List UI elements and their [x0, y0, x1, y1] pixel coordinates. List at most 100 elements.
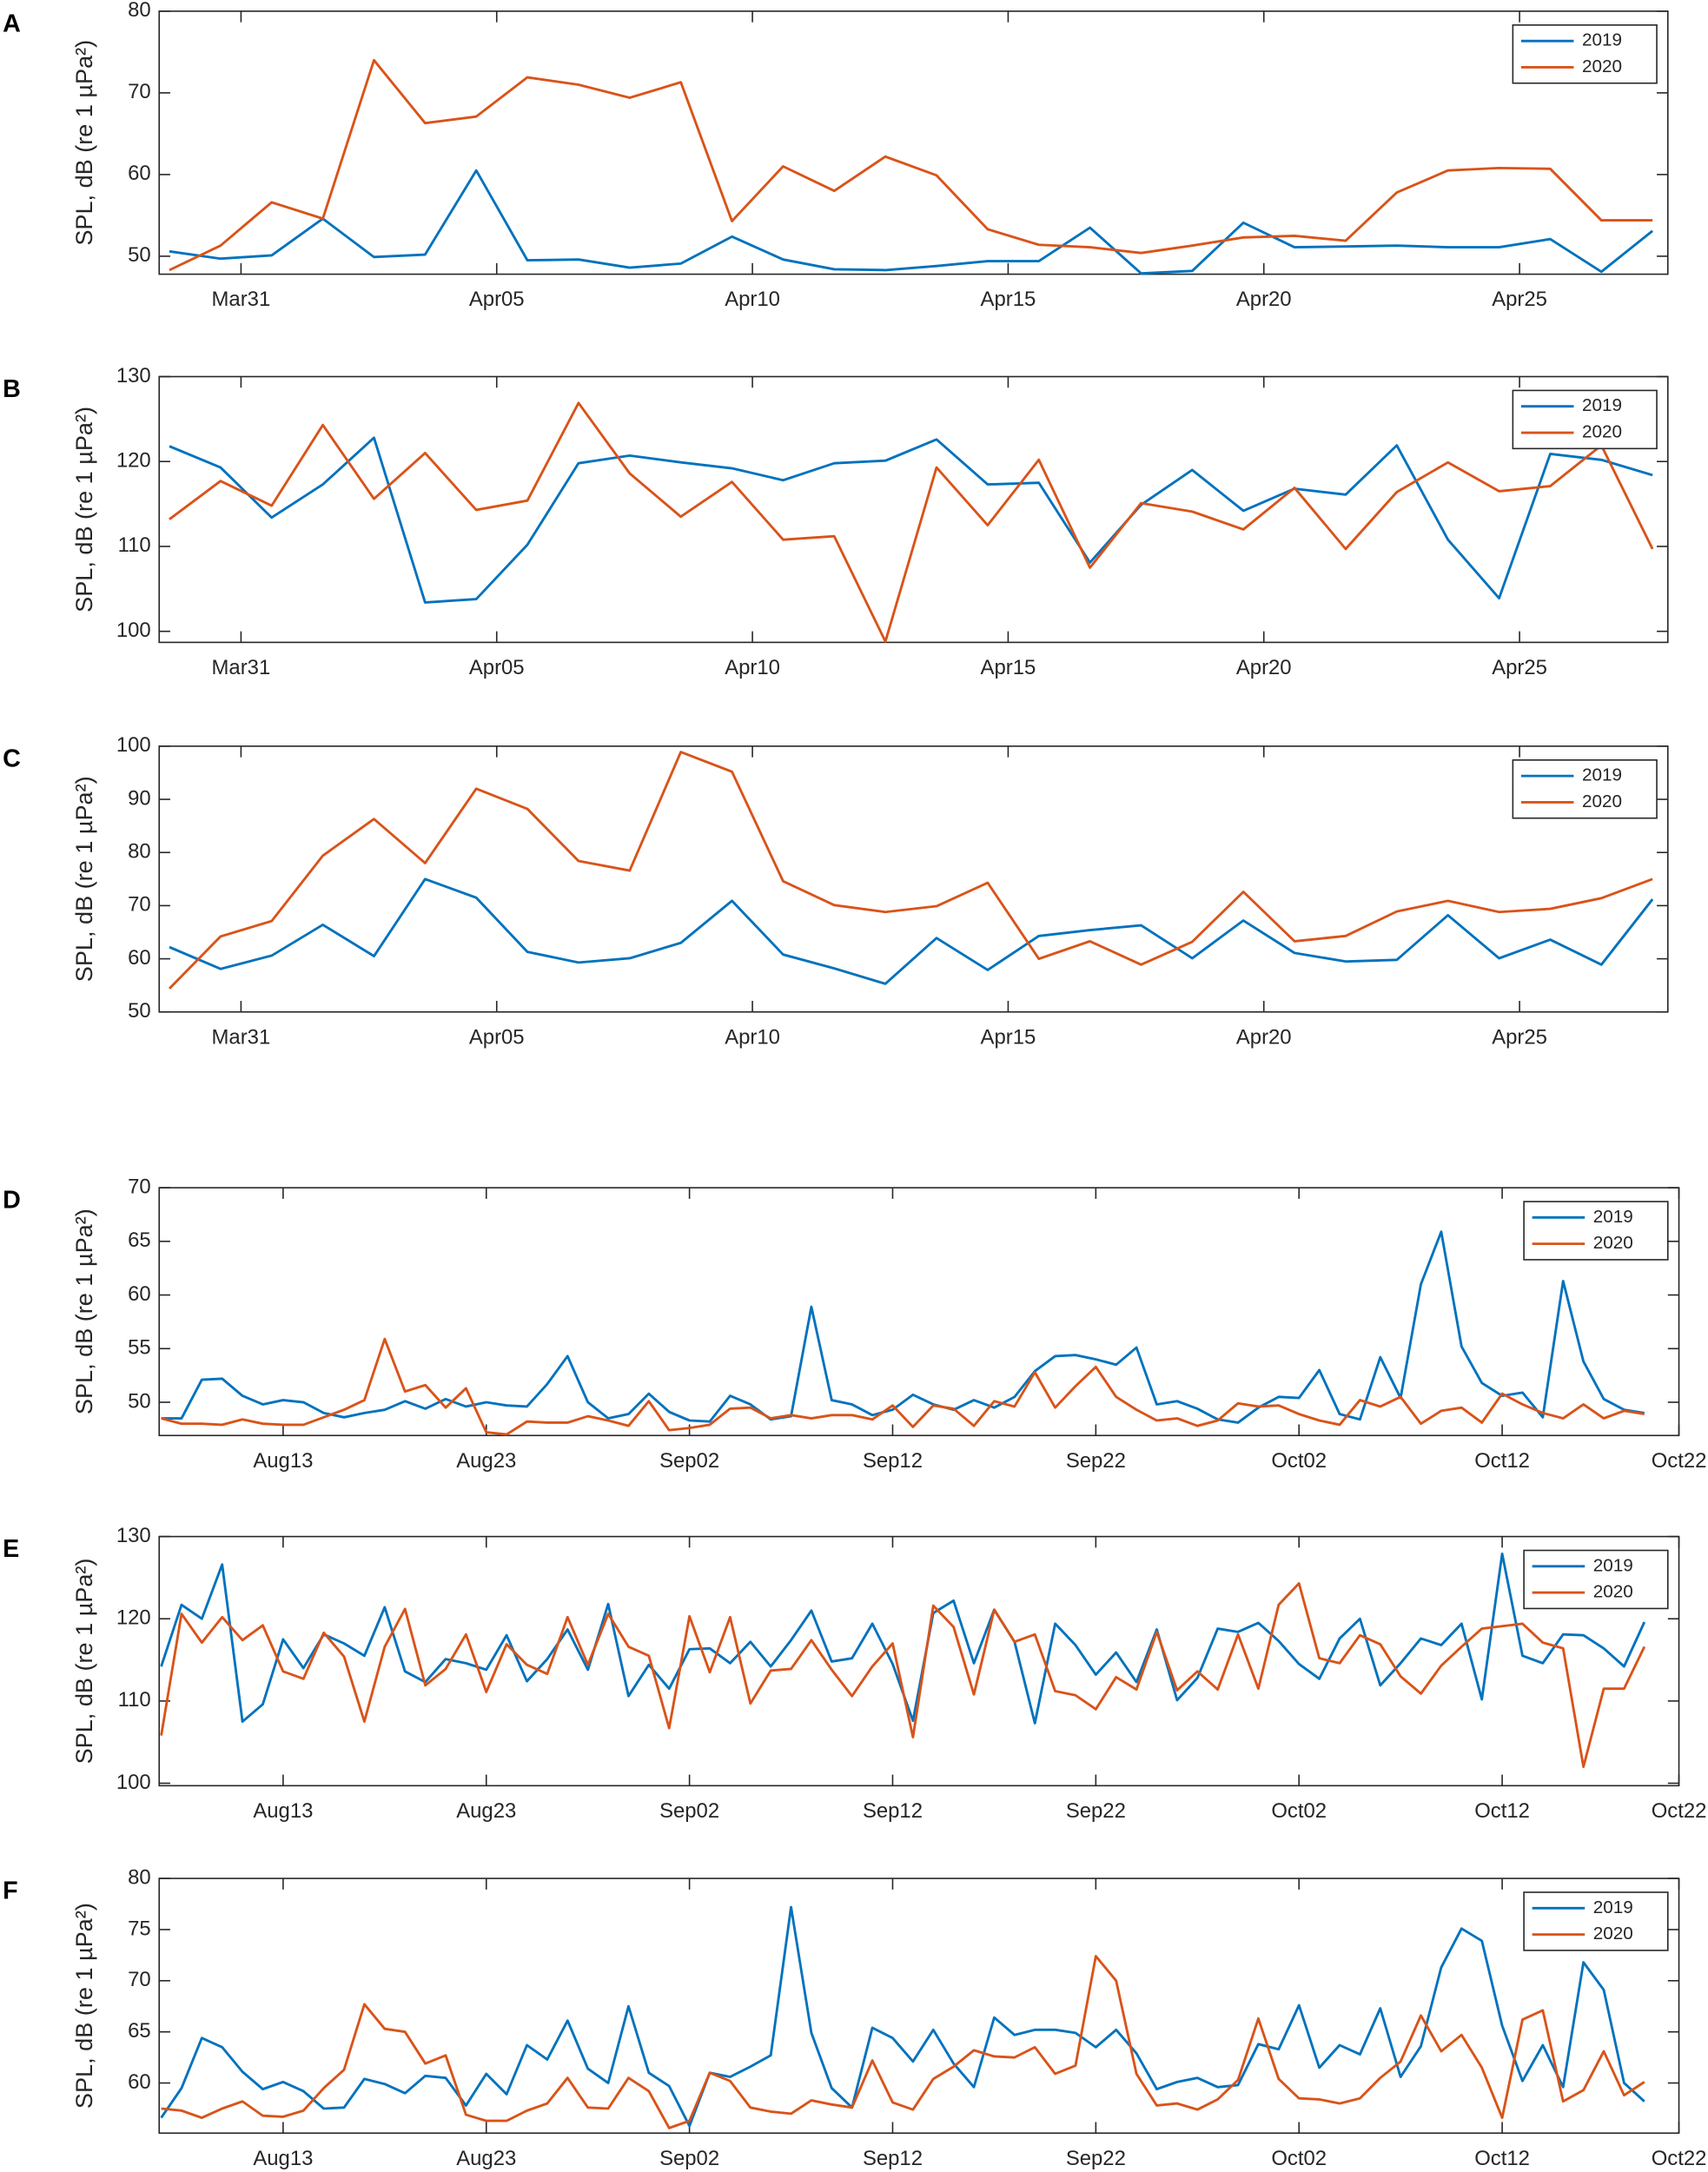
legend-label: 2020 [1582, 421, 1622, 441]
x-tick-label: Aug23 [456, 2147, 516, 2170]
legend-label: 2020 [1593, 1924, 1633, 1944]
x-tick-label: Oct12 [1474, 1449, 1530, 1473]
legend-label: 2019 [1593, 1555, 1633, 1575]
plot-area [158, 375, 1669, 644]
plot-area [158, 1535, 1680, 1787]
x-tick-label: Sep02 [659, 1449, 719, 1473]
legend-box [1523, 1549, 1669, 1610]
x-tick-label: Apr15 [981, 656, 1036, 679]
legend-box [1523, 1201, 1669, 1261]
series-line [161, 1955, 1645, 2129]
y-tick-label: 50 [128, 999, 151, 1023]
y-tick-label: 100 [116, 619, 151, 642]
y-tick-label: 80 [128, 1865, 151, 1889]
legend-label: 2019 [1582, 395, 1622, 415]
y-tick-label: 60 [128, 1282, 151, 1306]
y-tick-label: 60 [128, 946, 151, 970]
y-tick-label: 70 [128, 1175, 151, 1198]
legend-label: 2019 [1582, 30, 1622, 50]
legend-label: 2019 [1582, 765, 1622, 785]
x-tick-label: Apr25 [1492, 288, 1547, 311]
y-tick-label: 110 [118, 1688, 151, 1712]
x-tick-label: Sep22 [1066, 2147, 1126, 2170]
y-tick-label: 90 [128, 786, 151, 810]
x-tick-label: Apr10 [725, 656, 780, 679]
series-line [168, 751, 1653, 990]
legend-box [1512, 389, 1658, 450]
y-tick-label: 65 [128, 1228, 151, 1252]
legend-label: 2019 [1593, 1207, 1633, 1227]
x-tick-label: Apr10 [725, 1025, 780, 1049]
panel-label: B [3, 375, 21, 403]
y-tick-label: 80 [128, 840, 151, 864]
plot-area [158, 1877, 1680, 2135]
series-line [169, 401, 1654, 643]
series-line [161, 1230, 1645, 1424]
x-tick-label: Aug13 [253, 1449, 313, 1473]
y-axis-label: SPL, dB (re 1 µPa²) [70, 776, 97, 982]
x-tick-label: Aug13 [253, 1799, 313, 1823]
panel-label: A [3, 10, 21, 37]
y-tick-label: 50 [128, 1389, 151, 1413]
y-tick-label: 110 [118, 533, 151, 557]
series-line [169, 58, 1653, 272]
x-tick-label: Apr10 [725, 288, 780, 311]
x-tick-label: Apr15 [981, 288, 1036, 311]
x-tick-label: Mar31 [212, 656, 271, 679]
panel-label: D [3, 1187, 21, 1215]
x-tick-label: Sep12 [863, 1799, 923, 1823]
panel-label: F [3, 1877, 18, 1905]
x-tick-label: Mar31 [212, 288, 271, 311]
series-line [169, 169, 1654, 275]
y-tick-label: 80 [128, 0, 151, 22]
x-tick-label: Apr20 [1236, 288, 1292, 311]
x-tick-label: Oct22 [1652, 1449, 1707, 1473]
x-tick-label: Apr25 [1492, 1025, 1547, 1049]
plot-area [158, 1187, 1680, 1437]
legend-label: 2020 [1593, 1582, 1633, 1602]
y-axis-label: SPL, dB (re 1 µPa²) [70, 1209, 97, 1414]
x-tick-label: Sep12 [863, 1449, 923, 1473]
legend-label: 2020 [1582, 56, 1622, 76]
x-tick-label: Sep12 [863, 2147, 923, 2170]
legend-label: 2020 [1582, 791, 1622, 811]
y-tick-label: 70 [128, 893, 151, 917]
series-line [169, 436, 1653, 604]
y-tick-label: 120 [116, 449, 151, 473]
y-tick-label: 130 [116, 1524, 151, 1547]
plot-area [158, 745, 1669, 1013]
series-line [169, 877, 1654, 985]
legend-box [1523, 1891, 1669, 1951]
legend-box [1512, 759, 1658, 819]
legend-label: 2020 [1593, 1233, 1633, 1253]
x-tick-label: Aug23 [456, 1449, 516, 1473]
y-tick-label: 55 [128, 1336, 151, 1360]
x-tick-label: Apr25 [1492, 656, 1547, 679]
x-tick-label: Oct02 [1271, 2147, 1327, 2170]
x-tick-label: Oct02 [1271, 1799, 1327, 1823]
x-tick-label: Apr15 [981, 1025, 1036, 1049]
x-tick-label: Apr05 [469, 288, 525, 311]
series-line [160, 1582, 1646, 1769]
x-tick-label: Sep02 [659, 2147, 719, 2170]
y-tick-label: 130 [116, 364, 151, 387]
x-tick-label: Sep22 [1066, 1449, 1126, 1473]
legend-box [1512, 24, 1658, 84]
x-tick-label: Oct22 [1652, 2147, 1707, 2170]
x-tick-label: Aug23 [456, 1799, 516, 1823]
plot-area [158, 10, 1669, 275]
y-tick-label: 120 [116, 1606, 151, 1630]
y-axis-label: SPL, dB (re 1 µPa²) [70, 1903, 97, 2109]
y-axis-label: SPL, dB (re 1 µPa²) [70, 1559, 97, 1765]
y-tick-label: 100 [116, 1771, 151, 1794]
y-tick-label: 100 [116, 733, 151, 757]
y-tick-label: 75 [128, 1917, 151, 1940]
y-tick-label: 50 [128, 243, 151, 267]
y-axis-label: SPL, dB (re 1 µPa²) [70, 407, 97, 613]
y-tick-label: 60 [128, 162, 151, 185]
y-tick-label: 65 [128, 2019, 151, 2043]
x-tick-label: Sep02 [659, 1799, 719, 1823]
panel-label: C [3, 745, 21, 772]
